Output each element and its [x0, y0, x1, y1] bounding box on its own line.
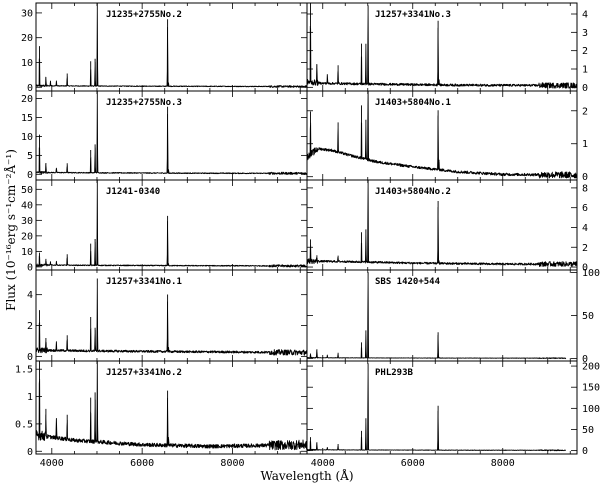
panel-label: J1241-0340: [106, 187, 160, 197]
y-tick-label: 6: [582, 203, 588, 214]
y-tick-label: 0.5: [15, 419, 33, 430]
y-tick-label: 0: [582, 263, 588, 274]
panel-j1235-2755no-3: 0 5 10 15 20 J1235+2755No.3: [21, 90, 308, 181]
panel-j1241-0340: 0 10 20 30 40 50 J1241-0340: [21, 179, 308, 273]
spectrum-line: [306, 3, 578, 89]
panel-j1257-3341no-2: 0 0.5 1 1.5 4000 6000 8000 J1257+3341No.2: [15, 360, 308, 469]
y-tick-label: 0: [582, 83, 588, 94]
y-tick-label: 1: [582, 139, 588, 150]
spectrum-line: [306, 180, 578, 267]
y-tick-label: 50: [582, 311, 594, 322]
y-tick-label: 4: [582, 10, 588, 21]
spectrum-line: [35, 278, 308, 356]
y-tick-label: 0: [582, 172, 588, 183]
y-tick-label: 15: [21, 113, 33, 124]
y-tick-label: 10: [21, 247, 33, 258]
y-tick-label: 2: [582, 106, 588, 117]
y-tick-label: 2: [27, 321, 33, 332]
y-tick-label: 4: [27, 290, 33, 301]
panel-label: J1235+2755No.2: [106, 10, 182, 20]
spectrum-line: [35, 91, 308, 175]
panel-sbs-1420-544: 0 50 100 SBS 1420+544: [306, 268, 600, 365]
panel-j1403-5804no-1: 0 1 2 J1403+5804No.1: [306, 90, 588, 183]
panel-label: J1403+5804No.1: [375, 98, 451, 108]
panel-j1403-5804no-2: 0 2 4 6 8 J1403+5804No.2: [306, 179, 588, 274]
y-tick-label: 20: [21, 33, 33, 44]
y-tick-label: 30: [21, 216, 33, 227]
y-tick-label: 0: [27, 352, 33, 363]
y-tick-label: 20: [21, 231, 33, 242]
panel-label: J1257+3341No.3: [375, 10, 451, 20]
panel-label: SBS 1420+544: [375, 277, 441, 287]
y-tick-label: 150: [582, 383, 600, 394]
x-tick-label: 8000: [491, 458, 515, 469]
panel-j1257-3341no-1: 0 2 4 J1257+3341No.1: [27, 269, 308, 363]
panel-frame: [306, 269, 578, 362]
panel-frame: [35, 179, 308, 271]
y-tick-label: 3: [582, 28, 588, 39]
y-tick-label: 5: [27, 151, 33, 162]
y-tick-label: 2: [582, 46, 588, 57]
y-tick-label: 2: [582, 243, 588, 254]
y-tick-label: 0: [27, 83, 33, 94]
y-tick-label: 8: [582, 183, 588, 194]
y-tick-label: 20: [21, 94, 33, 105]
panel-label: J1257+3341No.2: [106, 368, 182, 378]
y-tick-label: 1: [27, 392, 33, 403]
y-tick-label: 1.5: [15, 365, 33, 376]
panel-frame: [306, 360, 578, 455]
spectrum-line: [306, 272, 567, 360]
y-tick-label: 0: [582, 446, 588, 457]
panel-label: J1257+3341No.1: [106, 277, 182, 287]
y-tick-label: 40: [21, 200, 33, 211]
y-tick-label: 4: [582, 223, 588, 234]
spectrum-line: [35, 180, 307, 268]
y-tick-label: 100: [582, 268, 600, 279]
x-tick-label: 4000: [311, 458, 335, 469]
y-tick-label: 10: [21, 132, 33, 143]
y-tick-label: 50: [21, 185, 33, 196]
y-tick-label: 10: [21, 58, 33, 69]
y-axis-title: Flux (10⁻¹⁶erg s⁻¹cm⁻²Å⁻¹): [3, 149, 18, 311]
panel-label: PHL293B: [375, 368, 414, 378]
panel-j1235-2755no-2: 0 10 20 30 J1235+2755No.2: [21, 2, 308, 94]
x-tick-label: 4000: [40, 458, 64, 469]
panel-phl293b: 0 50 100 150 200 4000 6000 8000 PHL293B: [306, 360, 600, 469]
y-tick-label: 200: [582, 362, 600, 373]
spectrum-line: [35, 361, 308, 451]
y-tick-label: 50: [582, 425, 594, 436]
y-tick-label: 0: [27, 170, 33, 181]
x-axis-title: Wavelength (Å): [260, 468, 353, 483]
panel-j1257-3341no-3: 0 1 2 3 4 J1257+3341No.3: [306, 2, 588, 94]
panel-label: J1403+5804No.2: [375, 187, 451, 197]
x-tick-label: 8000: [220, 458, 244, 469]
y-tick-label: 0: [27, 447, 33, 458]
y-tick-label: 30: [21, 8, 33, 19]
y-tick-label: 100: [582, 404, 600, 415]
panel-label: J1235+2755No.3: [106, 98, 182, 108]
y-tick-label: 0: [582, 354, 588, 365]
spectrum-line: [306, 90, 578, 179]
spectrum-line: [35, 3, 308, 88]
y-tick-label: 0: [27, 262, 33, 273]
x-tick-label: 6000: [130, 458, 154, 469]
x-tick-label: 6000: [401, 458, 425, 469]
y-tick-label: 1: [582, 65, 588, 76]
spectrum-line: [306, 363, 567, 452]
